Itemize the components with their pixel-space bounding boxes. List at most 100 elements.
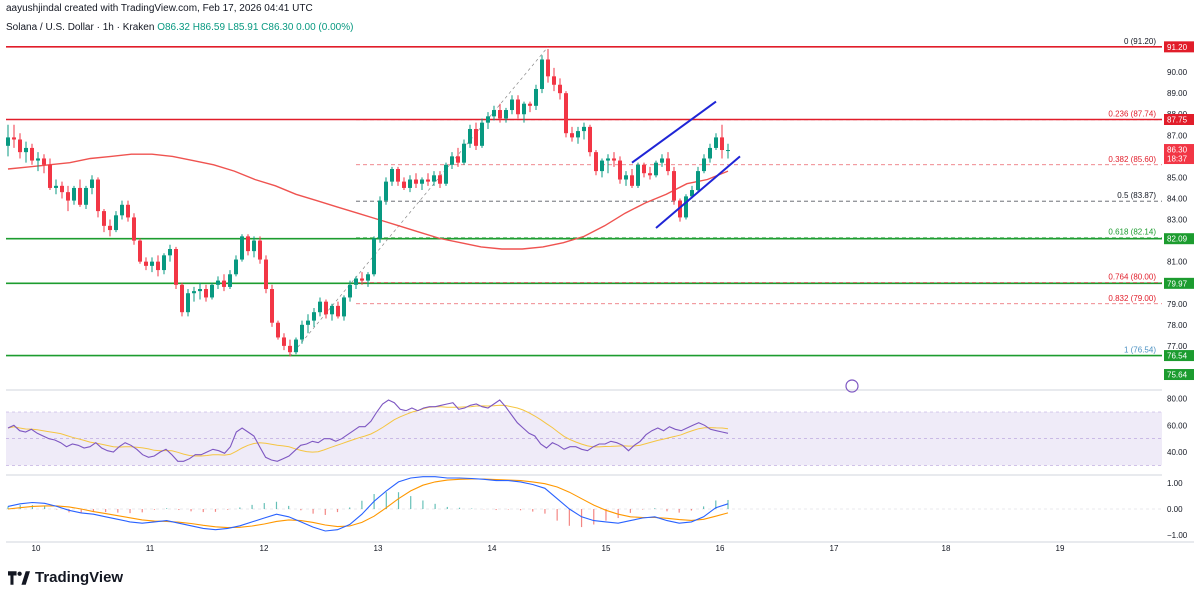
price-tag-label: 86.30 xyxy=(1167,146,1188,155)
price-tag-label: 79.97 xyxy=(1167,279,1188,288)
channel-upper-line xyxy=(631,100,717,164)
candle-body xyxy=(438,175,442,184)
price-tag-label: 82.09 xyxy=(1167,235,1188,244)
candle-body xyxy=(708,147,712,159)
fib-level-label: 0.832 (79.00) xyxy=(1108,294,1156,303)
price-tag xyxy=(1164,144,1194,165)
candle-body xyxy=(480,122,484,146)
time-tick-label: 11 xyxy=(146,544,155,553)
price-tag-label: 87.75 xyxy=(1167,116,1188,125)
candle-body xyxy=(522,103,526,115)
price-tag xyxy=(1164,350,1194,362)
candle-body xyxy=(528,103,532,106)
candle-body xyxy=(192,291,196,294)
candle-body xyxy=(408,179,412,188)
candle-body xyxy=(252,240,256,252)
candle-body xyxy=(198,289,202,292)
chart-canvas[interactable]: 90.0089.0088.0087.0086.0085.0084.0083.00… xyxy=(0,0,1200,560)
time-tick-label: 15 xyxy=(602,544,611,553)
ohlc-values: O86.32 H86.59 L85.91 C86.30 0.00 (0.00%) xyxy=(157,22,354,33)
candle-body xyxy=(588,126,592,153)
candle-body xyxy=(564,93,568,134)
candle-body xyxy=(204,289,208,298)
candle-body xyxy=(396,168,400,182)
candle-body xyxy=(558,84,562,94)
candle-body xyxy=(426,179,430,182)
candle-body xyxy=(24,147,28,153)
candle-body xyxy=(42,158,46,165)
price-tick-label: 89.00 xyxy=(1167,89,1188,98)
candle-body xyxy=(450,156,454,165)
time-tick-label: 13 xyxy=(374,544,383,553)
candle-body xyxy=(300,324,304,340)
candle-body xyxy=(90,179,94,188)
candle-body xyxy=(54,185,58,188)
candle-body xyxy=(12,137,16,140)
candle-body xyxy=(342,297,346,317)
candle-body xyxy=(282,337,286,346)
tradingview-logo-icon xyxy=(8,570,30,585)
candle-body xyxy=(672,171,676,201)
price-axis xyxy=(1164,30,1194,548)
candle-body xyxy=(318,301,322,313)
candle-body xyxy=(642,164,646,174)
candle-body xyxy=(540,59,544,89)
candle-body xyxy=(96,179,100,212)
candle-body xyxy=(630,175,634,186)
candle-body xyxy=(234,259,238,275)
symbol-line: Solana / U.S. Dollar · 1h · Kraken O86.3… xyxy=(6,22,353,33)
time-tick-label: 18 xyxy=(942,544,951,553)
candle-body xyxy=(390,168,394,182)
fib-level-label: 0.382 (85.60) xyxy=(1108,155,1156,164)
candle-body xyxy=(420,179,424,184)
time-tick-label: 17 xyxy=(830,544,839,553)
candle-body xyxy=(150,261,154,266)
time-tick-label: 10 xyxy=(32,544,41,553)
price-tick-label: 77.00 xyxy=(1167,342,1188,351)
symbol-name[interactable]: Solana / U.S. Dollar · 1h · Kraken xyxy=(6,22,155,33)
candle-body xyxy=(660,158,664,163)
candle-body xyxy=(486,116,490,123)
candle-body xyxy=(270,289,274,323)
moving-average-line xyxy=(7,153,729,250)
candle-body xyxy=(84,187,88,205)
candle-body xyxy=(168,249,172,256)
replay-icon[interactable] xyxy=(845,379,859,393)
candle-body xyxy=(36,158,40,161)
fib-level-label: 0.618 (82.14) xyxy=(1108,228,1156,237)
price-tag xyxy=(1164,114,1194,125)
channel-lower-line xyxy=(655,155,741,229)
rsi-tick-label: 60.00 xyxy=(1167,421,1188,430)
candle-body xyxy=(402,181,406,188)
candle-body xyxy=(30,147,34,161)
fib-anchor-line xyxy=(289,46,549,357)
candle-body xyxy=(18,139,22,153)
price-tag xyxy=(1164,233,1194,245)
candle-body xyxy=(570,133,574,138)
candle-body xyxy=(288,345,292,353)
fib-level-label: 0.764 (80.00) xyxy=(1108,273,1156,282)
price-tag-countdown: 18:37 xyxy=(1167,155,1188,164)
fib-level-label: 0.236 (87.74) xyxy=(1108,110,1156,119)
candle-body xyxy=(498,110,502,119)
candle-body xyxy=(216,280,220,285)
candle-body xyxy=(174,249,178,285)
candle-body xyxy=(336,305,340,317)
candle-body xyxy=(582,126,586,132)
candle-body xyxy=(378,200,382,239)
candle-body xyxy=(504,110,508,119)
candle-body xyxy=(210,284,214,298)
candle-body xyxy=(456,156,460,163)
candle-body xyxy=(714,137,718,148)
candle-body xyxy=(372,238,376,275)
price-tag-label: 75.64 xyxy=(1167,371,1188,380)
tradingview-brand[interactable]: TradingView xyxy=(8,569,123,586)
candle-body xyxy=(720,137,724,151)
candle-body xyxy=(468,128,472,144)
candle-body xyxy=(138,240,142,262)
price-tick-label: 84.00 xyxy=(1167,194,1188,203)
macd-signal-line xyxy=(7,478,729,529)
candle-body xyxy=(66,192,70,201)
candle-body xyxy=(474,128,478,146)
candle-body xyxy=(444,164,448,184)
